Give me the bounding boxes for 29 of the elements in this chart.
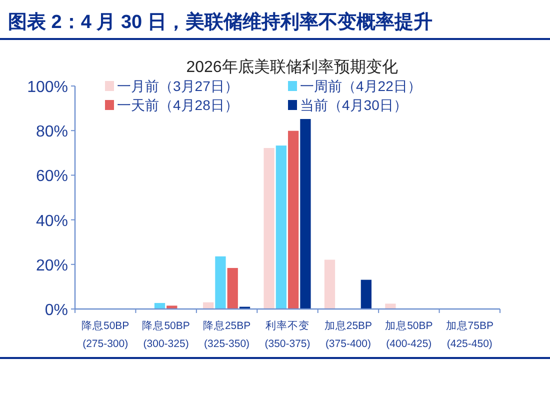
bar [385,304,396,309]
y-tick-label: 40% [36,212,68,230]
x-tick-label: 降息25BP (325-350) [202,319,251,350]
bar [288,130,299,309]
legend-label: 一月前（3月27日） [117,78,238,94]
chart-title: 图表 2：4 月 30 日，美联储维持利率不变概率提升 [8,11,432,33]
x-tick-label: 加息50BP (400-425) [385,319,433,350]
x-tick-label: 利率不变 (350-375) [264,319,310,350]
legend-label: 当前（4月30日） [300,97,408,113]
x-tick-label: 加息75BP (425-450) [446,319,494,350]
y-tick-label: 0% [44,302,68,319]
y-tick-label: 20% [36,257,68,274]
bar [264,148,274,309]
y-tick-label: 100% [27,79,68,96]
bar [215,256,226,309]
x-tick-label: 降息50BP (275-300) [82,319,130,350]
bar [324,260,336,309]
bar [360,280,372,309]
x-tick-label: 降息50BP (300-325) [142,319,190,350]
bar [154,302,166,309]
bar [227,268,238,309]
bar [300,119,311,309]
x-tick-label: 加息25BP (375-400) [324,319,372,350]
y-tick-label: 80% [36,124,68,141]
chart-subtitle: 2026年底美联储利率预期变化 [186,58,398,76]
bar [276,146,286,309]
legend-label: 一周前（4月22日） [300,78,422,94]
legend-label: 一天前（4月28日） [117,97,238,113]
y-tick-label: 60% [36,168,68,186]
